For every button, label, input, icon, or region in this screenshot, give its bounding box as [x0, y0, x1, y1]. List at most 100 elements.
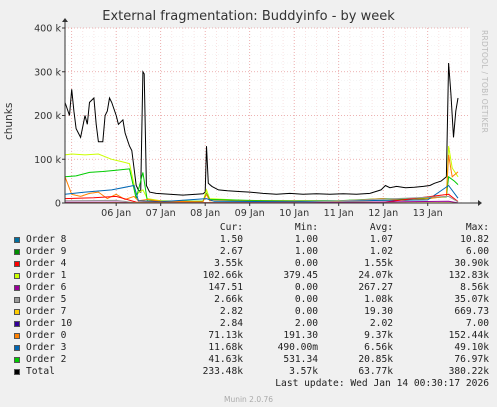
legend-row: Order 3 11.68k 490.00m 6.56k 49.10k — [0, 342, 497, 354]
plot-area — [65, 28, 470, 203]
legend-row: Order 0 71.13k 191.30 9.37k 152.44k — [0, 330, 497, 342]
legend-min: 1.00 — [294, 234, 318, 245]
legend-swatch — [14, 345, 20, 351]
legend-name: Order 2 — [26, 354, 67, 365]
legend-max: 380.22k — [448, 366, 489, 377]
legend-max: 35.07k — [454, 294, 489, 305]
legend-row: Order 5 2.66k 0.00 1.08k 35.07k — [0, 294, 497, 306]
legend-min: 0.00 — [294, 282, 318, 293]
legend-cur: 2.67 — [219, 246, 243, 257]
legend-swatch — [14, 297, 20, 303]
legend-swatch — [14, 273, 20, 279]
legend-avg: 1.08k — [364, 294, 393, 305]
legend-name: Order 1 — [26, 270, 67, 281]
legend-row: Order 6 147.51 0.00 267.27 8.56k — [0, 282, 497, 294]
legend-min: 490.00m — [277, 342, 318, 353]
legend-min: 1.00 — [294, 246, 318, 257]
y-tick-label: 0 — [55, 199, 61, 210]
x-tick-label: 12 Jan — [368, 208, 398, 219]
legend-max: 7.00 — [465, 318, 489, 329]
legend-cur: 102.66k — [202, 270, 243, 281]
legend-cur: 71.13k — [208, 330, 243, 341]
legend-cur: 2.66k — [214, 294, 243, 305]
legend-name: Total — [26, 366, 55, 377]
x-axis-arrow — [478, 200, 482, 206]
legend-min: 531.34 — [283, 354, 318, 365]
legend-avg: 24.07k — [358, 270, 393, 281]
legend-min: 2.00 — [294, 318, 318, 329]
rrdtool-watermark: RRDTOOL / TOBI OETIKER — [480, 30, 489, 134]
legend-avg: 1.02 — [369, 246, 393, 257]
legend-max: 8.56k — [460, 282, 489, 293]
x-tick-label: 09 Jan — [235, 208, 265, 219]
legend-name: Order 6 — [26, 282, 67, 293]
legend-avg: 63.77k — [358, 366, 393, 377]
legend-name: Order 3 — [26, 342, 67, 353]
legend-name: Order 0 — [26, 330, 67, 341]
legend-swatch — [14, 369, 20, 375]
x-tick-label: 06 Jan — [101, 208, 131, 219]
legend-swatch — [14, 309, 20, 315]
y-tick-label: 200 k — [34, 111, 61, 122]
x-tick-label: 08 Jan — [190, 208, 220, 219]
legend-min: 0.00 — [294, 294, 318, 305]
legend-header-min: Min: — [294, 222, 318, 233]
legend-max: 76.97k — [454, 354, 489, 365]
legend-name: Order 4 — [26, 258, 67, 269]
legend-header-max: Max: — [465, 222, 489, 233]
legend-max: 669.73 — [454, 306, 489, 317]
legend-min: 3.57k — [289, 366, 318, 377]
x-tick-label: 11 Jan — [324, 208, 354, 219]
series-line-total — [64, 62, 459, 196]
chart-canvas: 0 100 k 200 k 300 k 400 k 06 Jan 07 Jan 08 Jan 0… — [34, 18, 482, 219]
x-tick-label: 10 Jan — [279, 208, 309, 219]
legend-row: Order 8 1.50 1.00 1.07 10.82 — [0, 234, 497, 246]
legend-max: 132.83k — [448, 270, 489, 281]
legend-header-avg: Avg: — [369, 222, 393, 233]
grid — [65, 27, 470, 204]
series-line-order-3 — [64, 184, 459, 203]
chart-title: External fragmentation: Buddyinfo - by w… — [102, 9, 395, 24]
legend-cur: 2.84 — [219, 318, 243, 329]
legend-name: Order 5 — [26, 294, 67, 305]
legend-swatch — [14, 321, 20, 327]
legend-avg: 20.85k — [358, 354, 393, 365]
legend-row: Order 1 102.66k 379.45 24.07k 132.83k — [0, 270, 497, 282]
legend-header-cur: Cur: — [219, 222, 243, 233]
legend-cur: 147.51 — [208, 282, 243, 293]
legend-min: 0.00 — [294, 306, 318, 317]
legend-header: Cur: Min: Avg: Max: — [0, 222, 497, 234]
legend-swatch — [14, 237, 20, 243]
legend-cur: 41.63k — [208, 354, 243, 365]
legend-cur: 233.48k — [202, 366, 243, 377]
legend-avg: 9.37k — [364, 330, 393, 341]
legend-name: Order 7 — [26, 306, 67, 317]
legend-row: Order 7 2.82 0.00 19.30 669.73 — [0, 306, 497, 318]
legend-row: Order 10 2.84 2.00 2.02 7.00 — [0, 318, 497, 330]
legend-swatch — [14, 333, 20, 339]
legend-swatch — [14, 285, 20, 291]
legend-max: 6.00 — [465, 246, 489, 257]
y-axis-arrow — [62, 18, 68, 22]
legend-name: Order 9 — [26, 246, 67, 257]
legend-min: 191.30 — [283, 330, 318, 341]
legend-cur: 3.55k — [214, 258, 243, 269]
legend-cur: 2.82 — [219, 306, 243, 317]
legend-cur: 1.50 — [219, 234, 243, 245]
last-update: Last update: Wed Jan 14 00:30:17 2026 — [275, 378, 489, 389]
axes: 0 100 k 200 k 300 k 400 k 06 Jan 07 Jan 08 Jan 0… — [34, 18, 482, 219]
legend-name: Order 10 — [26, 318, 73, 329]
legend-max: 152.44k — [448, 330, 489, 341]
y-tick-label: 300 k — [34, 67, 61, 78]
legend-min: 0.00 — [294, 258, 318, 269]
x-tick-label: 13 Jan — [413, 208, 443, 219]
legend-max: 30.90k — [454, 258, 489, 269]
legend-avg: 6.56k — [364, 342, 393, 353]
legend-max: 49.10k — [454, 342, 489, 353]
legend-row: Total 233.48k 3.57k 63.77k 380.22k — [0, 366, 497, 378]
series-line-order-0 — [64, 154, 459, 203]
legend-avg: 19.30 — [364, 306, 393, 317]
x-tick-label: 07 Jan — [146, 208, 176, 219]
legend-avg: 2.02 — [369, 318, 393, 329]
legend-name: Order 8 — [26, 234, 67, 245]
